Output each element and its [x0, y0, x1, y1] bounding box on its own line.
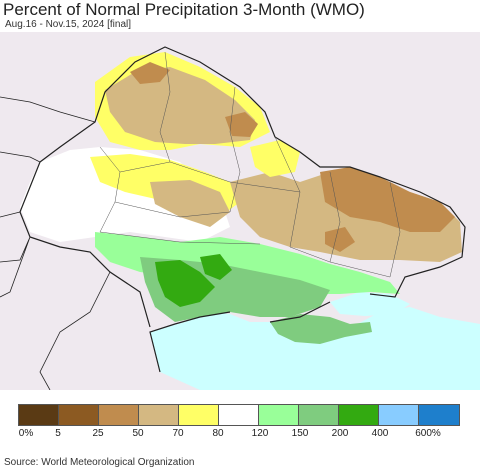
legend-bar	[18, 404, 460, 426]
black-sea	[150, 307, 480, 390]
zone-brown-east-2	[325, 227, 355, 252]
legend-tick: 120	[251, 428, 269, 439]
legend-ticks: 0% 5 25 50 70 80 120 150 200 400 600%	[0, 428, 480, 442]
legend-tick: 400	[371, 428, 389, 439]
legend-swatch-6	[259, 405, 299, 425]
legend-swatch-8	[339, 405, 379, 425]
zone-tan-north	[105, 67, 255, 144]
legend-swatch-3	[139, 405, 179, 425]
legend-tick: 5	[55, 428, 61, 439]
legend-swatch-5	[219, 405, 259, 425]
map-title: Percent of Normal Precipitation 3-Month …	[3, 0, 365, 19]
precipitation-map	[0, 32, 480, 390]
zone-dark-green-south-2	[200, 254, 232, 280]
legend-tick: 70	[172, 428, 184, 439]
zone-light-green-south	[95, 232, 400, 294]
zone-tan-central	[150, 180, 230, 227]
legend-tick: 25	[92, 428, 104, 439]
legend-tick: 0%	[18, 428, 34, 439]
legend-tick: 150	[291, 428, 309, 439]
legend-tick: 200	[331, 428, 349, 439]
zone-brown-north-2	[130, 62, 170, 84]
legend-swatch-1	[59, 405, 99, 425]
legend-swatch-10	[419, 405, 459, 425]
zone-brown-north	[225, 112, 258, 137]
zone-brown-east	[320, 167, 455, 232]
legend-swatch-0	[19, 405, 59, 425]
zone-dark-green-south	[155, 260, 215, 307]
legend-swatch-2	[99, 405, 139, 425]
legend-swatch-7	[299, 405, 339, 425]
map-subtitle: Aug.16 - Nov.15, 2024 [final]	[5, 19, 132, 30]
legend-tick: 50	[132, 428, 144, 439]
legend-swatch-4	[179, 405, 219, 425]
legend-swatch-9	[379, 405, 419, 425]
ukraine-border	[19, 46, 466, 373]
sea-of-azov	[330, 292, 410, 316]
source-credit: Source: World Meteorological Organizatio…	[4, 457, 195, 468]
legend-tick: 80	[212, 428, 224, 439]
crimea	[270, 314, 372, 344]
admin-boundaries	[99, 51, 401, 278]
legend-tick: 600%	[415, 428, 441, 439]
zone-yellow-east	[250, 140, 300, 177]
neighbor-borders	[0, 96, 111, 390]
